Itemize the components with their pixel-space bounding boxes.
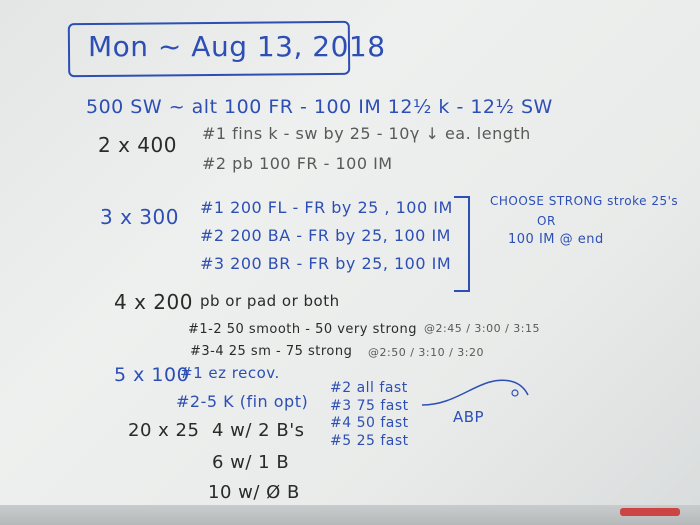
set3-times: @2:50 / 3:10 / 3:20	[368, 346, 485, 359]
board-title: Mon ~ Aug 13, 2018	[88, 30, 386, 63]
set3-line: pb or pad or both	[200, 292, 340, 310]
set5-line: 6 w/ 1 B	[212, 452, 290, 473]
set4-sub: #4 50 fast	[330, 415, 409, 431]
warmup-line: 500 SW ~ alt 100 FR - 100 IM 12½ k - 12½…	[86, 96, 553, 118]
set1-line: #2 pb 100 FR - 100 IM	[202, 154, 393, 173]
bracket	[454, 196, 470, 292]
set2-label: 3 x 300	[100, 205, 179, 229]
set5-line: 4 w/ 2 B's	[212, 420, 305, 441]
set2-line: #2 200 BA - FR by 25, 100 IM	[200, 226, 451, 245]
set3-times: @2:45 / 3:00 / 3:15	[424, 322, 541, 335]
set4-sub: #5 25 fast	[330, 433, 409, 449]
set3-line: #3-4 25 sm - 75 strong	[190, 344, 353, 359]
set2-line: #3 200 BR - FR by 25, 100 IM	[200, 254, 452, 273]
marker-tray	[0, 505, 700, 525]
set1-label: 2 x 400	[98, 133, 177, 157]
set2-line: #1 200 FL - FR by 25 , 100 IM	[200, 198, 453, 217]
set4-line: #1 ez recov.	[180, 364, 280, 382]
set1-line: #1 fins k - sw by 25 - 10γ ↓ ea. length	[202, 124, 531, 143]
set2-note: 100 IM @ end	[508, 232, 604, 247]
set3-line: #1-2 50 smooth - 50 very strong	[188, 322, 417, 337]
set2-note: CHOOSE STRONG stroke 25's	[490, 194, 679, 208]
set5-line: 10 w/ Ø B	[208, 482, 300, 503]
set4-label: 5 x 100	[114, 364, 190, 386]
set3-label: 4 x 200	[114, 290, 193, 314]
set4-line: #2-5 K (fin opt)	[176, 392, 309, 411]
set5-label: 20 x 25	[128, 420, 200, 441]
signature: ABP	[453, 408, 485, 426]
set4-sub: #3 75 fast	[330, 398, 409, 414]
marker	[620, 508, 680, 516]
set2-note: OR	[537, 214, 556, 228]
set4-sub: #2 all fast	[330, 380, 408, 396]
arc-doodle	[421, 379, 529, 406]
